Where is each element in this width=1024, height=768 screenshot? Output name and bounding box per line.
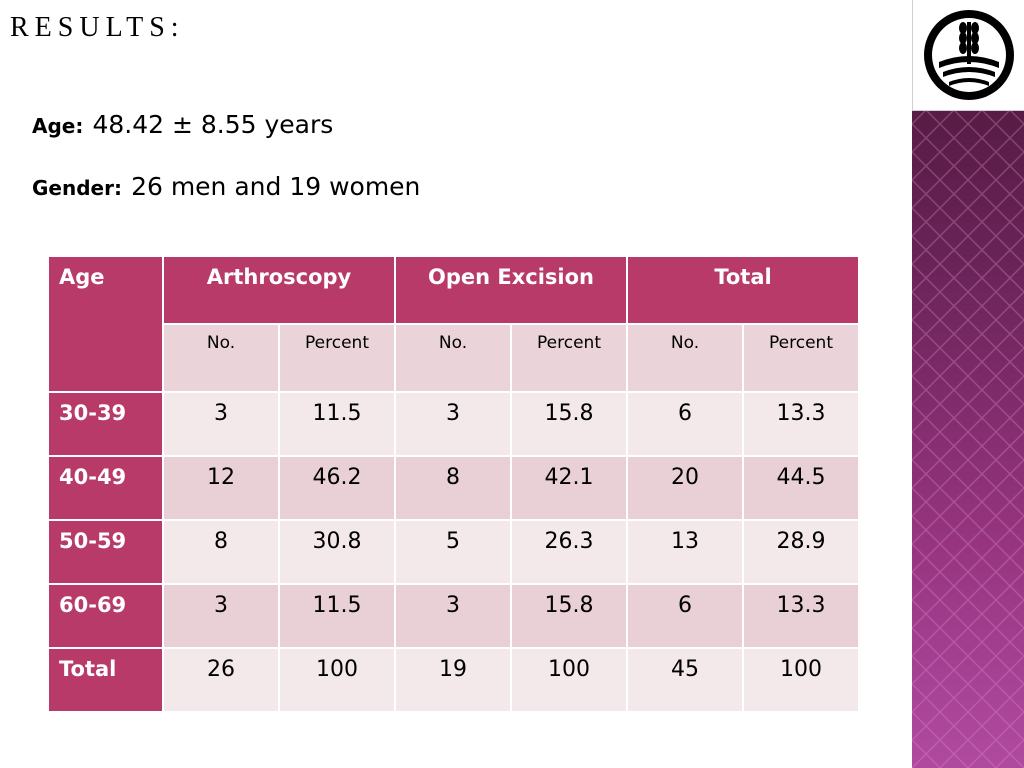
table-header-row: Age Arthroscopy Open Excision Total <box>47 255 860 393</box>
row-label: 30-39 <box>47 391 164 457</box>
gender-value: 26 men and 19 women <box>131 172 421 201</box>
table-row: 60-69 3 11.5 3 15.8 6 13.3 <box>47 583 860 649</box>
subheader-cell: No. <box>162 323 280 393</box>
results-table: Age Arthroscopy Open Excision Total No. … <box>47 255 860 713</box>
logo-box <box>912 0 1024 111</box>
subheader-cell: Percent <box>510 323 628 393</box>
table-cell: 13 <box>626 519 744 585</box>
table-cell: 6 <box>626 391 744 457</box>
table-cell: 13.3 <box>742 583 860 649</box>
header-age: Age <box>47 255 164 393</box>
row-label: 60-69 <box>47 583 164 649</box>
row-label: Total <box>47 647 164 713</box>
slide-title: RESULTS: <box>10 12 185 43</box>
header-arthroscopy: Arthroscopy <box>162 255 396 325</box>
subheader-cell: Percent <box>278 323 396 393</box>
subheader-cell: No. <box>626 323 744 393</box>
table-row: 30-39 3 11.5 3 15.8 6 13.3 <box>47 391 860 457</box>
table-cell: 15.8 <box>510 583 628 649</box>
wheat-emblem-logo-icon <box>924 10 1014 100</box>
row-label: 40-49 <box>47 455 164 521</box>
table-cell: 20 <box>626 455 744 521</box>
diamond-pattern <box>912 110 1024 768</box>
table-cell: 44.5 <box>742 455 860 521</box>
table-cell: 6 <box>626 583 744 649</box>
table-cell: 5 <box>394 519 512 585</box>
table-cell: 11.5 <box>278 583 396 649</box>
subheader-cell: No. <box>394 323 512 393</box>
table-row-total: Total 26 100 19 100 45 100 <box>47 647 860 713</box>
table-cell: 45 <box>626 647 744 713</box>
header-total: Total <box>626 255 860 325</box>
age-value: 48.42 ± 8.55 years <box>92 110 334 139</box>
table-cell: 30.8 <box>278 519 396 585</box>
age-summary: Age: 48.42 ± 8.55 years <box>32 110 333 139</box>
table-cell: 8 <box>394 455 512 521</box>
decorative-side-bar <box>912 0 1024 768</box>
table-cell: 28.9 <box>742 519 860 585</box>
table-cell: 42.1 <box>510 455 628 521</box>
row-label: 50-59 <box>47 519 164 585</box>
table-cell: 3 <box>162 583 280 649</box>
gender-summary: Gender: 26 men and 19 women <box>32 172 420 201</box>
header-open-excision: Open Excision <box>394 255 628 325</box>
table-cell: 8 <box>162 519 280 585</box>
table-cell: 11.5 <box>278 391 396 457</box>
table-cell: 100 <box>278 647 396 713</box>
table-row: 40-49 12 46.2 8 42.1 20 44.5 <box>47 455 860 521</box>
table-cell: 3 <box>394 583 512 649</box>
table-subheader-row: No. Percent No. Percent No. Percent <box>48 323 860 393</box>
table-cell: 26.3 <box>510 519 628 585</box>
table-cell: 100 <box>742 647 860 713</box>
table-cell: 26 <box>162 647 280 713</box>
table-cell: 3 <box>394 391 512 457</box>
table-cell: 19 <box>394 647 512 713</box>
table-row: 50-59 8 30.8 5 26.3 13 28.9 <box>47 519 860 585</box>
gender-label: Gender: <box>32 176 122 200</box>
table-cell: 15.8 <box>510 391 628 457</box>
table-cell: 46.2 <box>278 455 396 521</box>
table-cell: 100 <box>510 647 628 713</box>
table-cell: 12 <box>162 455 280 521</box>
table-cell: 13.3 <box>742 391 860 457</box>
age-label: Age: <box>32 114 84 138</box>
table-cell: 3 <box>162 391 280 457</box>
subheader-cell: Percent <box>742 323 860 393</box>
